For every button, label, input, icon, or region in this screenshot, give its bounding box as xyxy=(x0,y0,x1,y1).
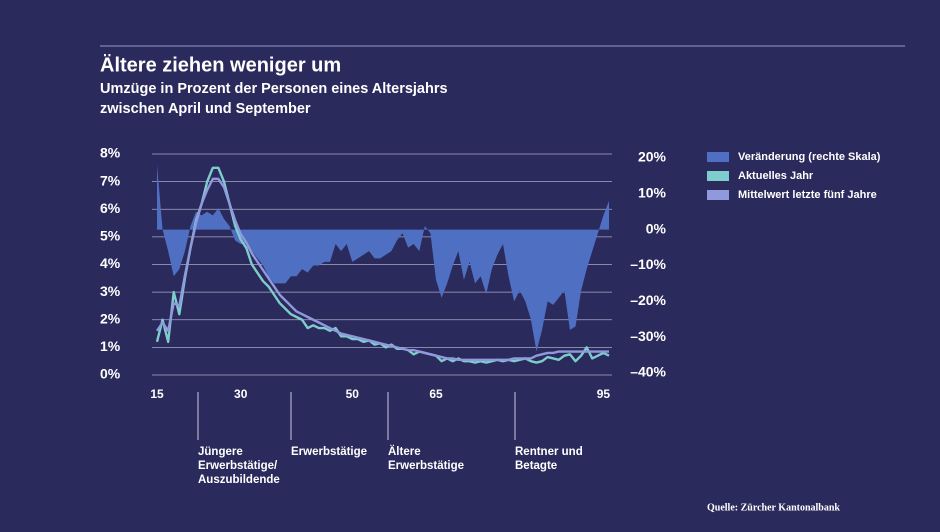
chart-subtitle: Umzüge in Prozent der Personen eines Alt… xyxy=(100,81,448,97)
source: Quelle: Zürcher Kantonalbank xyxy=(707,502,840,513)
area xyxy=(157,165,609,352)
y2-tick-label: 20% xyxy=(638,149,667,165)
x-tick-label: 30 xyxy=(234,387,248,401)
y2-tick-label: –10% xyxy=(630,256,666,272)
legend-label: Aktuelles Jahr xyxy=(738,170,814,182)
y-tick-label: 2% xyxy=(100,310,121,326)
line xyxy=(156,177,609,362)
x-tick-label: 50 xyxy=(346,387,360,401)
annotation: Ältere xyxy=(388,445,421,458)
legend-label: Veränderung (rechte Skala) xyxy=(738,151,881,163)
annotation: Betagte xyxy=(515,460,557,472)
annotation: Erwerbstätige/ xyxy=(198,460,278,472)
y2-tick-label: –20% xyxy=(630,292,666,308)
y2-tick-label: –30% xyxy=(630,328,666,344)
y-tick-label: 4% xyxy=(100,255,121,271)
y2-tick-label: 10% xyxy=(638,185,667,201)
legend-swatch xyxy=(707,190,729,200)
y-tick-label: 0% xyxy=(100,366,121,382)
legend-swatch xyxy=(707,152,729,162)
annotation: Jüngere xyxy=(198,446,243,458)
y-tick-label: 8% xyxy=(100,145,121,161)
y-tick-label: 7% xyxy=(100,172,121,188)
y-tick-label: 1% xyxy=(100,338,121,354)
annotation: Rentner und xyxy=(515,446,583,458)
y2-tick-label: –40% xyxy=(630,364,666,380)
chart-subtitle: zwischen April und September xyxy=(100,101,311,117)
x-tick-label: 15 xyxy=(150,387,164,401)
legend-swatch xyxy=(707,171,729,181)
legend-label: Mittelwert letzte fünf Jahre xyxy=(738,189,877,201)
chart-title: Ältere ziehen weniger um xyxy=(100,53,341,76)
annotation: Erwerbstätige xyxy=(291,446,367,458)
annotation: Auszubildende xyxy=(198,474,280,486)
annotation: Erwerbstätige xyxy=(388,460,464,472)
y-tick-label: 3% xyxy=(100,283,121,299)
y-tick-label: 6% xyxy=(100,200,121,216)
x-tick-label: 95 xyxy=(597,387,611,401)
y2-tick-label: 0% xyxy=(646,220,667,236)
y-tick-label: 5% xyxy=(100,228,121,244)
x-tick-label: 65 xyxy=(429,387,443,401)
